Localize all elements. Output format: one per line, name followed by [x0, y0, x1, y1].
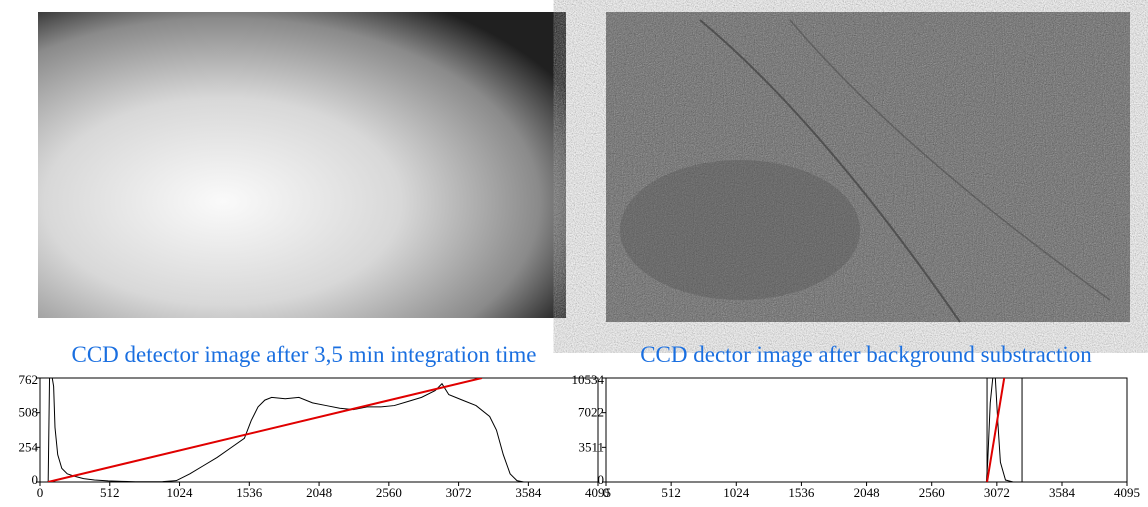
y-tick-label: 762 [19, 372, 39, 387]
y-tick-label: 254 [19, 439, 39, 454]
plot-frame [39, 377, 599, 483]
x-tick-label: 2560 [376, 485, 402, 500]
x-tick-label: 2560 [919, 485, 945, 500]
line-series [47, 378, 524, 482]
line-series [606, 378, 1127, 482]
y-tick-label: 10534 [572, 372, 605, 387]
y-tick-label: 7022 [578, 405, 604, 420]
x-tick-label: 1536 [236, 485, 263, 500]
caption: CCD dector image after background substr… [640, 342, 1092, 367]
plot-frame [605, 377, 1128, 483]
y-tick-label: 0 [598, 472, 605, 487]
x-tick-label: 3072 [984, 485, 1010, 500]
x-tick-label: 2048 [306, 485, 332, 500]
x-tick-label: 1536 [788, 485, 815, 500]
x-tick-label: 4095 [1114, 485, 1140, 500]
x-tick-label: 512 [661, 485, 681, 500]
ccd-image-subtracted [606, 12, 1130, 323]
line-series [47, 378, 483, 482]
x-tick-label: 512 [100, 485, 120, 500]
x-tick-label: 0 [603, 485, 610, 500]
caption: CCD detector image after 3,5 min integra… [72, 342, 537, 367]
y-tick-label: 0 [32, 472, 39, 487]
x-tick-label: 1024 [723, 485, 750, 500]
x-tick-label: 3072 [446, 485, 472, 500]
x-tick-label: 1024 [167, 485, 194, 500]
plot-area [47, 378, 524, 482]
y-tick-label: 3511 [578, 439, 604, 454]
line-series [986, 378, 1006, 482]
x-tick-label: 3584 [1049, 485, 1076, 500]
x-tick-label: 3584 [515, 485, 542, 500]
y-tick-label: 508 [19, 405, 39, 420]
plot-area [606, 378, 1127, 482]
x-tick-label: 2048 [854, 485, 880, 500]
ccd-image [38, 12, 566, 318]
x-tick-label: 0 [37, 485, 44, 500]
x-tick-label: 4095 [585, 485, 611, 500]
